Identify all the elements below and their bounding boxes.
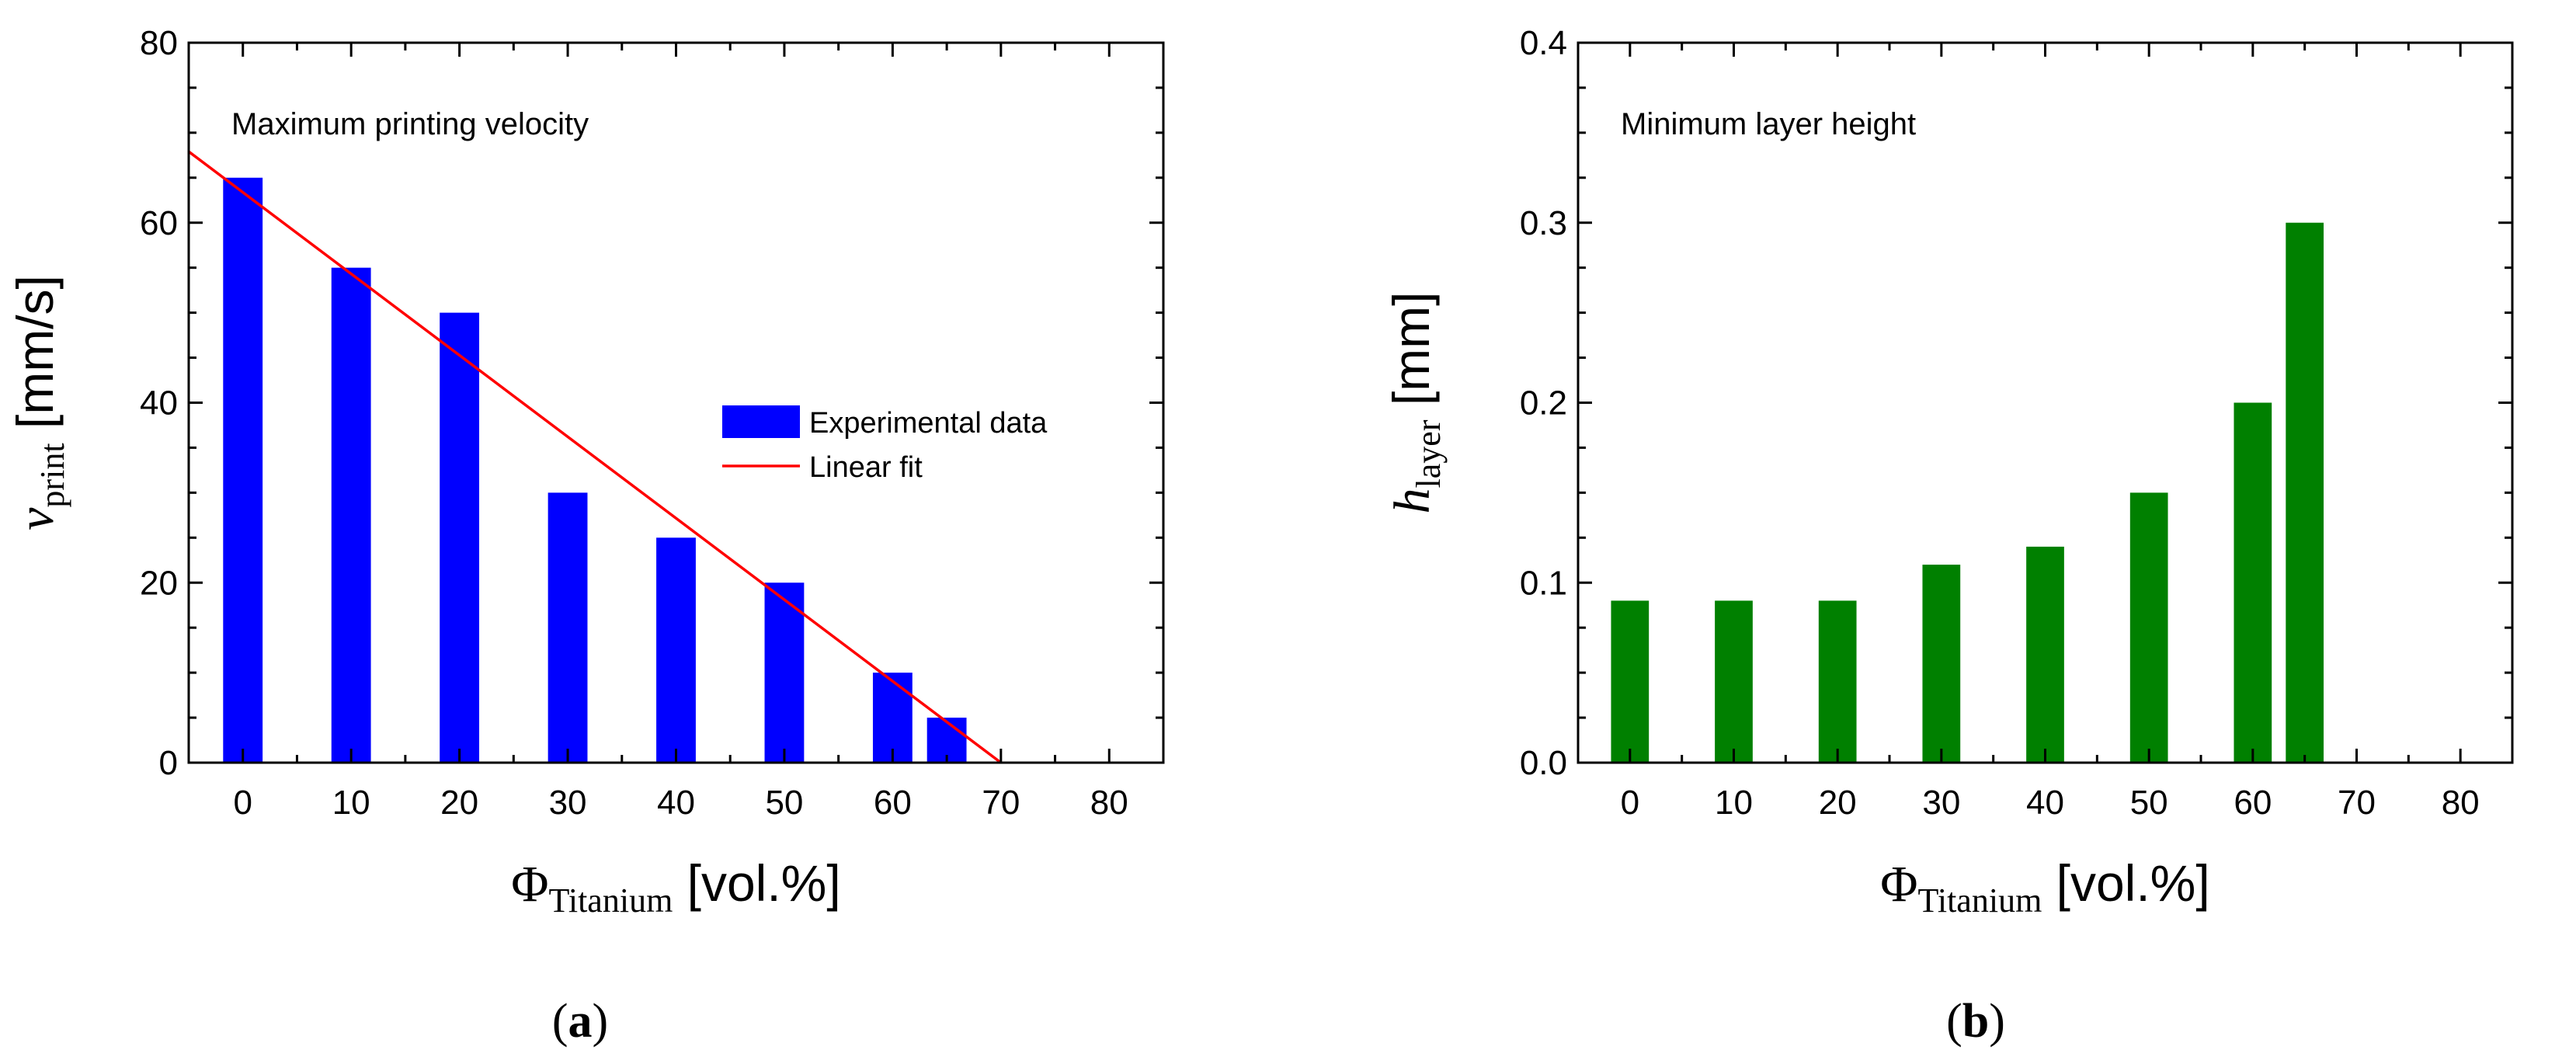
- x-tick-label: 0: [1621, 784, 1639, 822]
- y-tick-label: 0.1: [1520, 564, 1567, 602]
- y-axis-subscript: layer: [1410, 419, 1448, 488]
- x-axis-symbol: Φ: [1880, 856, 1917, 913]
- chart-annotation: Maximum printing velocity: [231, 107, 589, 141]
- bar: [2286, 222, 2324, 763]
- fit-line: [187, 150, 1002, 764]
- bar: [1922, 565, 1961, 763]
- bar: [1611, 600, 1650, 763]
- x-tick-label: 80: [2442, 784, 2480, 822]
- x-tick-label: 50: [765, 784, 803, 822]
- x-tick-label: 0: [233, 784, 252, 822]
- panel-label-letter: a: [568, 995, 593, 1048]
- x-axis-title: ΦTitanium [vol.%]: [1880, 854, 2209, 920]
- bar: [872, 673, 913, 763]
- x-tick-label: 70: [982, 784, 1020, 822]
- y-axis-subscript: print: [33, 443, 71, 507]
- y-tick-label: 60: [140, 204, 178, 242]
- bar: [1715, 600, 1753, 763]
- bar: [2026, 546, 2064, 763]
- x-tick-label: 60: [2234, 784, 2272, 822]
- y-tick-label: 0.4: [1520, 24, 1567, 62]
- bar: [440, 312, 480, 763]
- x-axis-unit: [vol.%]: [673, 854, 840, 912]
- x-tick-label: 80: [1090, 784, 1128, 822]
- x-tick-label: 40: [2026, 784, 2064, 822]
- bar: [548, 492, 588, 763]
- y-axis-unit: [mm]: [1382, 292, 1440, 420]
- bar: [2129, 492, 2168, 763]
- chart-annotation: Minimum layer height: [1621, 107, 1916, 141]
- bar: [1818, 600, 1857, 763]
- y-axis-symbol: v: [8, 507, 64, 530]
- bar: [764, 582, 805, 763]
- panel-label-close: ): [1989, 995, 2005, 1048]
- panel-label: (a): [552, 995, 608, 1048]
- x-tick-label: 30: [549, 784, 587, 822]
- x-tick-label: 20: [440, 784, 478, 822]
- y-tick-label: 80: [140, 24, 178, 62]
- x-tick-label: 10: [332, 784, 370, 822]
- y-tick-label: 0.0: [1520, 744, 1567, 782]
- panel-label-close: ): [593, 995, 609, 1048]
- y-tick-label: 0.3: [1520, 204, 1567, 242]
- x-tick-label: 30: [1922, 784, 1960, 822]
- y-axis-symbol: h: [1384, 488, 1441, 513]
- x-tick-label: 60: [874, 784, 912, 822]
- bar: [223, 177, 263, 763]
- x-tick-label: 70: [2338, 784, 2376, 822]
- y-axis-title: hlayer [mm]: [1382, 292, 1448, 514]
- x-tick-label: 20: [1819, 784, 1857, 822]
- bar: [331, 267, 371, 763]
- bar: [656, 537, 696, 763]
- panel-label-open: (: [1946, 995, 1962, 1048]
- panel-label: (b): [1946, 995, 2005, 1048]
- legend-label-line: Linear fit: [809, 451, 923, 484]
- x-tick-label: 10: [1715, 784, 1753, 822]
- x-tick-label: 40: [657, 784, 695, 822]
- chart-panel-a: 0 10 20 30 40 50 60 70 80 0 20 40 60 80 Maximum printi…: [6, 24, 1165, 1048]
- y-tick-label: 0: [159, 744, 178, 782]
- x-axis-subscript: Titanium: [549, 881, 673, 920]
- y-axis-title: vprint [mm/s]: [6, 275, 71, 530]
- y-axis-unit: [mm/s]: [6, 275, 64, 443]
- panel-label-letter: b: [1962, 995, 1989, 1048]
- bar: [2234, 402, 2272, 763]
- panel-label-open: (: [552, 995, 568, 1048]
- legend-swatch-bar: [722, 405, 800, 438]
- x-axis-unit: [vol.%]: [2042, 854, 2209, 912]
- y-tick-label: 20: [140, 564, 178, 602]
- x-axis-subscript: Titanium: [1918, 881, 2042, 920]
- chart-panel-b: 0 10 20 30 40 50 60 70 80 0.0 0.1 0.2 0.3 0.4 Minimum …: [1382, 24, 2514, 1048]
- x-tick-label: 50: [2130, 784, 2168, 822]
- y-tick-label: 0.2: [1520, 384, 1567, 422]
- x-axis-title: ΦTitanium [vol.%]: [511, 854, 840, 920]
- legend-label-bar: Experimental data: [809, 407, 1048, 440]
- legend: Experimental data Linear fit: [722, 405, 1048, 484]
- y-tick-label: 40: [140, 384, 178, 422]
- x-axis-symbol: Φ: [511, 856, 548, 913]
